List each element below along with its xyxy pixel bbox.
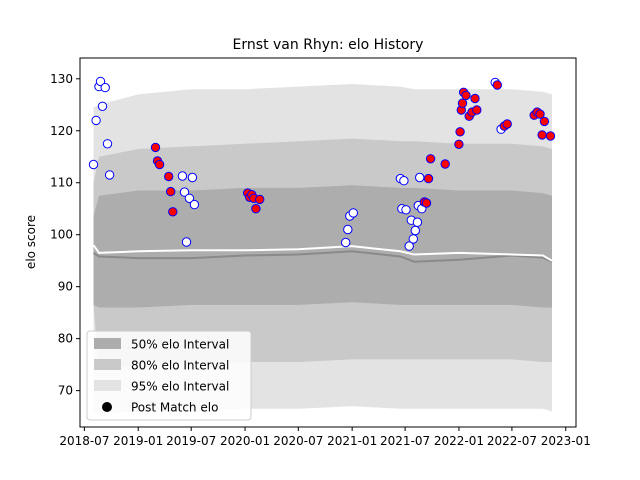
- x-tick-label: 2019-07: [166, 434, 216, 448]
- x-tick-label: 2023-01: [541, 434, 591, 448]
- post-match-point: [401, 205, 411, 215]
- post-match-point: [168, 207, 178, 217]
- post-match-point: [166, 186, 176, 197]
- mean-line: [92, 244, 553, 262]
- post-match-points: [88, 76, 556, 251]
- x-tick-label: 2020-01: [220, 434, 270, 448]
- post-match-point: [341, 237, 351, 248]
- legend-marker: [102, 402, 112, 412]
- post-match-point: [177, 171, 188, 181]
- post-match-point: [440, 159, 450, 169]
- x-tick-label: 2019-01: [113, 434, 163, 448]
- legend-entry-label: 95% elo Interval: [131, 380, 229, 394]
- legend-swatch: [94, 338, 121, 349]
- post-match-point: [423, 173, 434, 184]
- post-match-point: [154, 159, 165, 170]
- y-tick-label: 90: [58, 280, 73, 294]
- trend-lines: [92, 244, 553, 263]
- legend-entry-label: 50% elo Interval: [131, 338, 229, 352]
- post-match-point: [425, 154, 436, 164]
- x-tick-label: 2021-07: [380, 434, 430, 448]
- y-axis-ticks: 70 80 90 100 110 120 130: [50, 72, 80, 398]
- post-match-point: [150, 142, 161, 153]
- post-match-point: [408, 234, 418, 244]
- x-axis-ticks: 2018-07 2019-01 2019-07 2020-01 2020-07 2021-…: [59, 427, 591, 448]
- post-match-point: [164, 171, 174, 182]
- y-axis-label: elo score: [24, 215, 38, 269]
- post-match-point: [454, 139, 464, 150]
- post-match-point: [100, 82, 110, 93]
- post-match-point: [97, 101, 108, 112]
- legend-entry-label: Post Match elo: [131, 401, 218, 415]
- post-match-point: [472, 105, 482, 115]
- x-tick-label: 2018-07: [59, 434, 109, 448]
- post-match-point: [502, 119, 512, 129]
- post-match-point: [399, 176, 409, 186]
- x-tick-label: 2022-07: [487, 434, 537, 448]
- post-match-point: [181, 237, 192, 247]
- axes-frame: [79, 57, 577, 428]
- legend-box: [86, 330, 252, 421]
- chart-title: Ernst van Rhyn: elo History: [233, 37, 424, 53]
- post-match-point: [492, 80, 502, 90]
- legend-swatch: [94, 380, 121, 391]
- x-tick-label: 2020-07: [273, 434, 323, 448]
- y-tick-label: 80: [58, 332, 73, 346]
- legend-swatch: [94, 359, 121, 370]
- post-match-point: [421, 198, 432, 208]
- post-match-point: [457, 98, 468, 108]
- post-match-point: [455, 127, 465, 137]
- post-match-point: [187, 172, 198, 183]
- post-match-point: [537, 130, 547, 140]
- post-match-point: [539, 116, 550, 127]
- y-tick-label: 130: [50, 72, 73, 86]
- y-tick-label: 120: [50, 124, 73, 138]
- y-tick-label: 70: [58, 384, 73, 398]
- band-50-interval: [93, 185, 552, 308]
- post-match-point: [88, 159, 99, 170]
- post-match-point: [535, 109, 545, 119]
- post-match-point: [348, 208, 358, 218]
- post-match-point: [184, 193, 195, 204]
- post-match-point: [470, 93, 480, 104]
- legend: 50% elo Interval 80% elo Interval 95% elo …: [86, 330, 252, 421]
- post-match-point: [251, 204, 261, 214]
- post-match-point: [255, 194, 265, 205]
- post-match-point: [104, 170, 115, 180]
- post-match-point: [461, 90, 471, 101]
- post-match-point: [412, 217, 423, 227]
- y-tick-label: 110: [50, 176, 73, 190]
- post-match-point: [102, 139, 113, 149]
- post-match-point: [415, 172, 425, 183]
- y-tick-label: 100: [50, 228, 73, 242]
- post-match-point: [404, 241, 414, 251]
- post-match-point: [545, 131, 556, 141]
- x-tick-label: 2022-01: [434, 434, 484, 448]
- post-match-point: [95, 76, 106, 87]
- post-match-point: [410, 225, 420, 236]
- x-tick-label: 2021-01: [327, 434, 377, 448]
- post-match-point: [91, 115, 101, 126]
- post-match-point: [179, 187, 190, 197]
- post-match-point: [189, 199, 200, 210]
- post-match-point: [343, 224, 353, 235]
- legend-entry-label: 80% elo Interval: [131, 359, 229, 373]
